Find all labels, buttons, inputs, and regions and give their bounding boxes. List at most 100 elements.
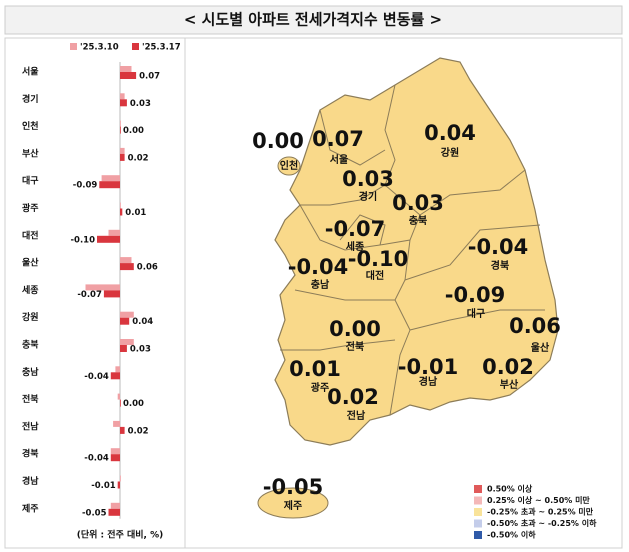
- map-legend-label: 0.50% 이상: [487, 484, 533, 494]
- value-label: -0.05: [82, 508, 107, 518]
- map-legend-label: -0.25% 초과 ~ 0.25% 미만: [487, 507, 594, 517]
- category-label: 전남: [22, 420, 39, 432]
- bar: [120, 120, 121, 127]
- map-region-name: 제주: [284, 499, 302, 512]
- map-region-name: 충남: [311, 278, 330, 291]
- value-label: 0.07: [139, 72, 160, 82]
- bar: [103, 290, 120, 298]
- bar: [120, 99, 127, 107]
- map-region-name: 경기: [359, 190, 377, 203]
- legend-swatch: [132, 43, 139, 50]
- map-region-name: 세종: [346, 240, 364, 253]
- title-bar: [4, 5, 623, 35]
- category-label: 부산: [22, 147, 39, 159]
- bar: [120, 311, 134, 318]
- bar: [110, 454, 120, 462]
- bar: [120, 345, 127, 352]
- value-label: -0.07: [77, 290, 102, 300]
- bar: [120, 475, 121, 482]
- map-value: -0.10: [348, 247, 409, 271]
- jeju: [257, 487, 329, 519]
- value-label: -0.04: [84, 372, 109, 382]
- bar: [120, 257, 132, 264]
- bar: [110, 448, 120, 455]
- legend-label: '25.3.10: [80, 43, 119, 53]
- category-label: 제주: [22, 502, 39, 514]
- map-region-name: 광주: [311, 382, 329, 394]
- category-label: 대구: [22, 175, 39, 187]
- bar: [120, 126, 121, 134]
- map-value: 0.03: [392, 191, 444, 215]
- legend-label: '25.3.17: [142, 43, 181, 53]
- bar: [120, 66, 132, 72]
- map-region-name: 충북: [409, 214, 427, 227]
- legend-swatch: [70, 43, 77, 50]
- map-value: 0.04: [424, 121, 476, 145]
- category-label: 충남: [22, 366, 39, 378]
- bar: [113, 420, 120, 427]
- value-label: 0.00: [123, 126, 144, 136]
- bar: [120, 399, 121, 407]
- map-region-name: 강원: [441, 146, 459, 159]
- category-label: 세종: [22, 284, 39, 296]
- map-value: -0.01: [398, 355, 459, 379]
- category-label: 강원: [22, 311, 39, 323]
- map-region-name: 서울: [330, 153, 348, 166]
- bar: [110, 502, 120, 509]
- region-borders: [280, 84, 545, 416]
- incheon: [277, 156, 301, 176]
- map-region-name: 대전: [366, 269, 384, 282]
- bar: [120, 263, 134, 271]
- category-label: 경기: [22, 93, 39, 105]
- map-legend-label: -0.50% 이하: [487, 530, 536, 540]
- category-label: 전북: [22, 393, 39, 405]
- frame: [4, 37, 623, 549]
- value-label: 0.01: [125, 208, 146, 218]
- map-value: -0.04: [288, 255, 349, 279]
- map-value: -0.07: [325, 217, 386, 241]
- map-region-name: 전북: [346, 340, 364, 353]
- bar: [99, 181, 120, 189]
- category-label: 충북: [22, 339, 39, 351]
- value-label: 0.02: [128, 426, 149, 436]
- map-value: 0.02: [327, 385, 379, 409]
- bar: [108, 508, 120, 516]
- bar: [97, 235, 120, 243]
- value-label: -0.10: [71, 235, 96, 245]
- bar: [120, 426, 125, 434]
- map-legend-swatch: [474, 508, 482, 516]
- category-label: 경북: [22, 448, 39, 460]
- map-value: 0.00: [252, 129, 304, 153]
- unit-note: (단위 : 전주 대비, %): [77, 529, 163, 541]
- map-value: 0.03: [342, 167, 394, 191]
- bar: [120, 202, 121, 209]
- bar: [117, 481, 120, 489]
- value-label: -0.01: [91, 481, 116, 491]
- category-label: 서울: [22, 66, 39, 78]
- category-label: 광주: [22, 202, 39, 214]
- bar: [117, 393, 120, 400]
- value-label: 0.04: [132, 317, 153, 327]
- map-region-name: 대구: [467, 307, 485, 320]
- map-region-name: 인천: [280, 159, 298, 172]
- map-value: 0.07: [312, 127, 364, 151]
- bar: [120, 153, 125, 161]
- bar: [115, 366, 120, 373]
- bar: [120, 339, 134, 345]
- map-legend-swatch: [474, 531, 482, 539]
- map-value: 0.02: [482, 355, 534, 379]
- map-value: -0.05: [263, 475, 324, 499]
- bar: [120, 72, 137, 79]
- value-label: 0.00: [123, 399, 144, 409]
- mainland: [274, 57, 559, 446]
- category-label: 울산: [22, 257, 39, 269]
- map-legend-swatch: [474, 519, 482, 528]
- map-value: 0.01: [289, 357, 341, 381]
- map: 0.07서울0.03경기0.00인천0.02부산-0.09대구0.01광주-0.…: [252, 57, 561, 519]
- bar: [120, 317, 130, 325]
- chart-title: < 시도별 아파트 전세가격지수 변동률 >: [184, 11, 442, 29]
- value-label: 0.03: [130, 345, 151, 355]
- category-label: 대전: [22, 229, 39, 241]
- value-label: 0.06: [137, 263, 158, 273]
